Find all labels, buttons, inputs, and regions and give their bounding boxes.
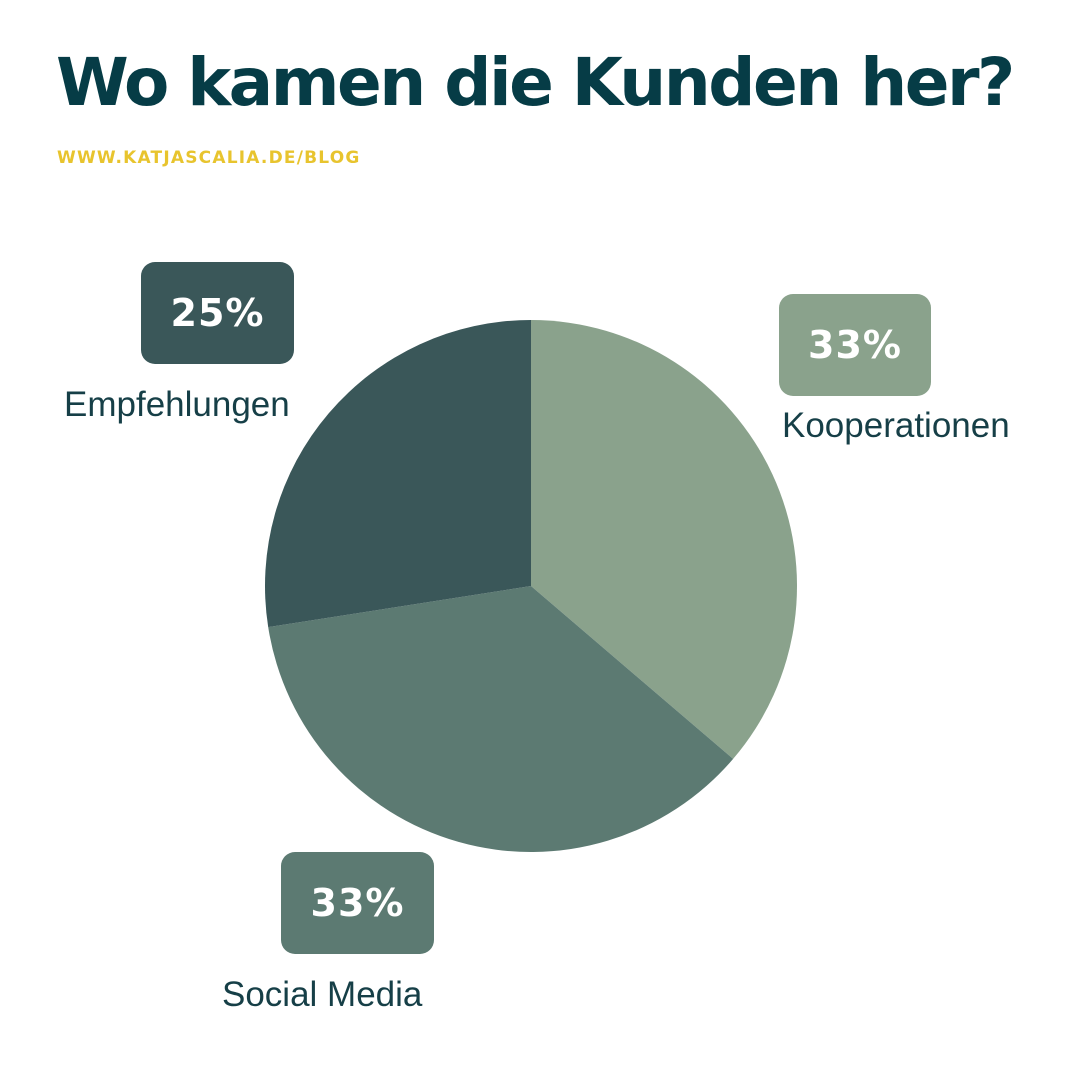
slice-value-empfehlungen: 25% bbox=[170, 291, 265, 335]
page-title: Wo kamen die Kunden her? bbox=[56, 44, 1015, 121]
slice-value-badge-social-media: 33% bbox=[281, 852, 434, 954]
slice-value-badge-empfehlungen: 25% bbox=[141, 262, 294, 364]
slice-label-empfehlungen: Empfehlungen bbox=[64, 385, 290, 424]
pie-slice-social-media bbox=[268, 586, 734, 853]
slice-value-kooperationen: 33% bbox=[808, 323, 902, 367]
pie-slice-empfehlungen bbox=[264, 320, 531, 628]
slice-label-kooperationen: Kooperationen bbox=[782, 406, 1010, 445]
slice-value-badge-kooperationen: 33% bbox=[779, 294, 931, 396]
blog-url: WWW.KATJASCALIA.DE/BLOG bbox=[57, 148, 361, 168]
slice-value-social-media: 33% bbox=[310, 881, 405, 925]
pie-slice-kooperationen bbox=[531, 320, 798, 759]
pie-slices bbox=[264, 320, 798, 853]
slice-label-social-media: Social Media bbox=[222, 975, 423, 1014]
